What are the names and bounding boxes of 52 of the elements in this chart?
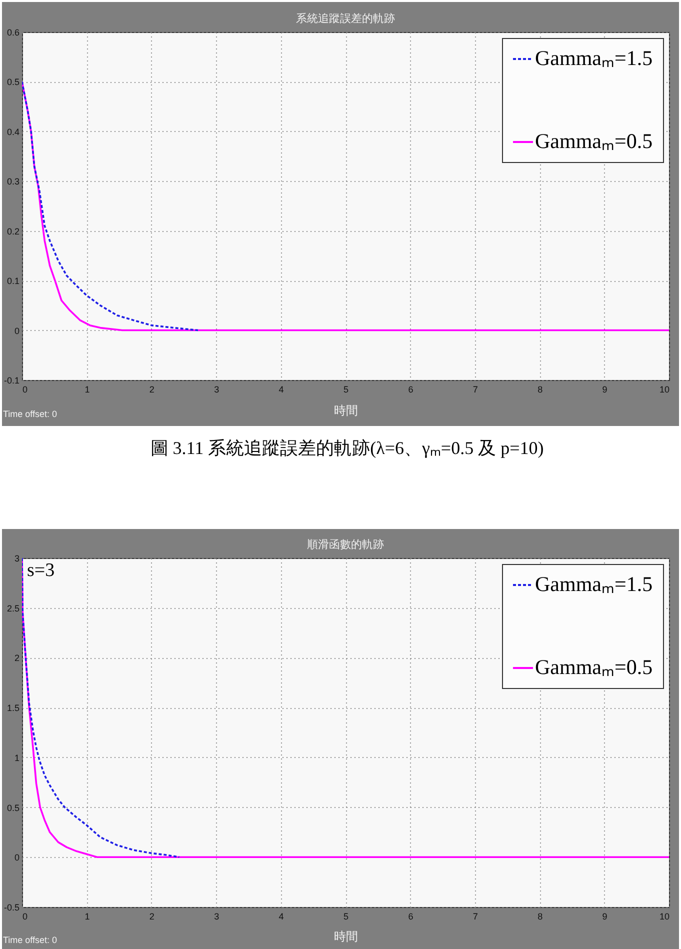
legend-label: Gammaₘ=0.5 <box>535 655 653 679</box>
caption: 圖 3.11 系統追蹤誤差的軌跡(λ=6、γₘ=0.5 及 p=10) <box>149 437 545 459</box>
y-tick-label: 1 <box>14 752 20 763</box>
x-tick-label: 0 <box>22 912 28 922</box>
x-tick-label: 6 <box>408 384 414 394</box>
legend-label: Gammaₘ=0.5 <box>535 129 653 153</box>
x-tick-label: 5 <box>343 384 349 394</box>
y-tick-label: 0.3 <box>6 176 20 187</box>
x-tick-label: 1 <box>84 384 90 394</box>
x-tick-label: 8 <box>538 912 543 922</box>
text: Time offset: 0 <box>3 935 58 945</box>
y-tick-label: 0.2 <box>6 226 20 236</box>
y-tick-label: 3 <box>14 554 20 564</box>
x-tick-label: 0 <box>22 384 28 394</box>
x-axis-title: 時間 <box>334 930 358 944</box>
x-tick-label: 7 <box>472 384 478 394</box>
x-tick-label: 10 <box>659 912 670 922</box>
y-tick-label: 0.5 <box>6 77 20 88</box>
y-tick-label: -0.5 <box>4 902 20 912</box>
x-tick-label: 2 <box>149 384 154 394</box>
y-tick-label: 0 <box>14 326 20 336</box>
y-tick-label: 0 <box>14 852 20 863</box>
line-series <box>22 558 180 858</box>
x-tick-label: 9 <box>602 912 608 922</box>
y-tick-label: -0.1 <box>4 376 20 386</box>
x-tick-label: 9 <box>602 384 608 394</box>
x-tick-label: 4 <box>278 384 284 394</box>
y-tick-label: 0.5 <box>6 802 20 813</box>
y-tick-label: 0.4 <box>6 126 20 137</box>
y-tick-label: 2.5 <box>6 603 20 614</box>
y-tick-label: 0.1 <box>6 276 20 286</box>
annotation: s=3 <box>27 560 55 581</box>
chart-title: 系統追蹤誤差的軌跡 <box>296 12 395 25</box>
line-series <box>22 80 199 332</box>
x-tick-label: 7 <box>472 912 478 922</box>
x-tick-label: 10 <box>659 384 670 394</box>
x-tick-label: 3 <box>214 384 220 394</box>
y-tick-label: 2 <box>14 653 20 664</box>
x-tick-label: 8 <box>538 384 543 394</box>
x-tick-label: 6 <box>408 912 414 922</box>
x-tick-label: 2 <box>149 912 154 922</box>
chart-title: 順滑函數的軌跡 <box>307 538 384 551</box>
x-tick-label: 3 <box>214 912 220 922</box>
y-tick-label: 0.6 <box>6 28 20 38</box>
y-tick-label: 1.5 <box>6 703 20 714</box>
x-tick-label: 4 <box>278 912 284 922</box>
x-tick-label: 5 <box>343 912 349 922</box>
legend-label: Gammaₘ=1.5 <box>535 46 653 70</box>
legend-label: Gammaₘ=1.5 <box>535 572 653 596</box>
x-axis-title: 時間 <box>334 404 358 418</box>
text: Time offset: 0 <box>3 409 58 419</box>
x-tick-label: 1 <box>84 912 90 922</box>
